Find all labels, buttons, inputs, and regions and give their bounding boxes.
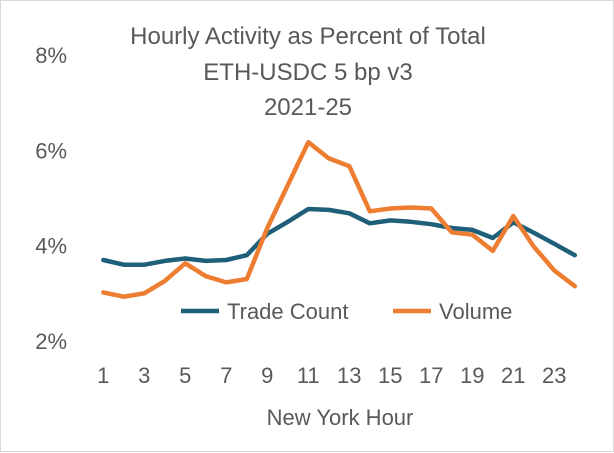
y-tick-label: 8%	[35, 43, 67, 68]
x-tick-label: 1	[97, 363, 109, 388]
chart-title-line-3: 2021-25	[264, 94, 352, 121]
chart-title-line-2: ETH-USDC 5 bp v3	[203, 59, 412, 86]
legend-label-trade-count: Trade Count	[227, 299, 348, 324]
x-tick-label: 9	[261, 363, 273, 388]
legend-label-volume: Volume	[439, 299, 512, 324]
x-tick-label: 3	[138, 363, 150, 388]
series-line-trade-count	[101, 206, 578, 267]
x-tick-label: 15	[378, 363, 402, 388]
x-tick-label: 7	[220, 363, 232, 388]
y-axis-tick-labels: 2% 4% 6% 8%	[35, 43, 67, 354]
x-axis-tick-labels: 1 3 5 7 9 11 13 15 17 19 21 23	[97, 363, 566, 388]
x-tick-label: 21	[501, 363, 525, 388]
x-tick-label: 19	[460, 363, 484, 388]
x-tick-label: 11	[297, 363, 320, 388]
y-tick-label: 2%	[35, 329, 67, 354]
x-tick-label: 5	[179, 363, 191, 388]
series-lines	[101, 139, 578, 299]
chart-title: Hourly Activity as Percent of Total ETH-…	[130, 23, 486, 121]
x-tick-label: 17	[419, 363, 443, 388]
y-tick-label: 6%	[35, 138, 67, 163]
x-tick-label: 23	[542, 363, 566, 388]
chart-title-line-1: Hourly Activity as Percent of Total	[130, 23, 486, 50]
series-line-volume	[101, 139, 578, 299]
y-tick-label: 4%	[35, 234, 67, 259]
x-axis-label: New York Hour	[267, 405, 414, 430]
x-tick-label: 13	[337, 363, 361, 388]
legend: Trade Count Volume	[181, 299, 512, 324]
